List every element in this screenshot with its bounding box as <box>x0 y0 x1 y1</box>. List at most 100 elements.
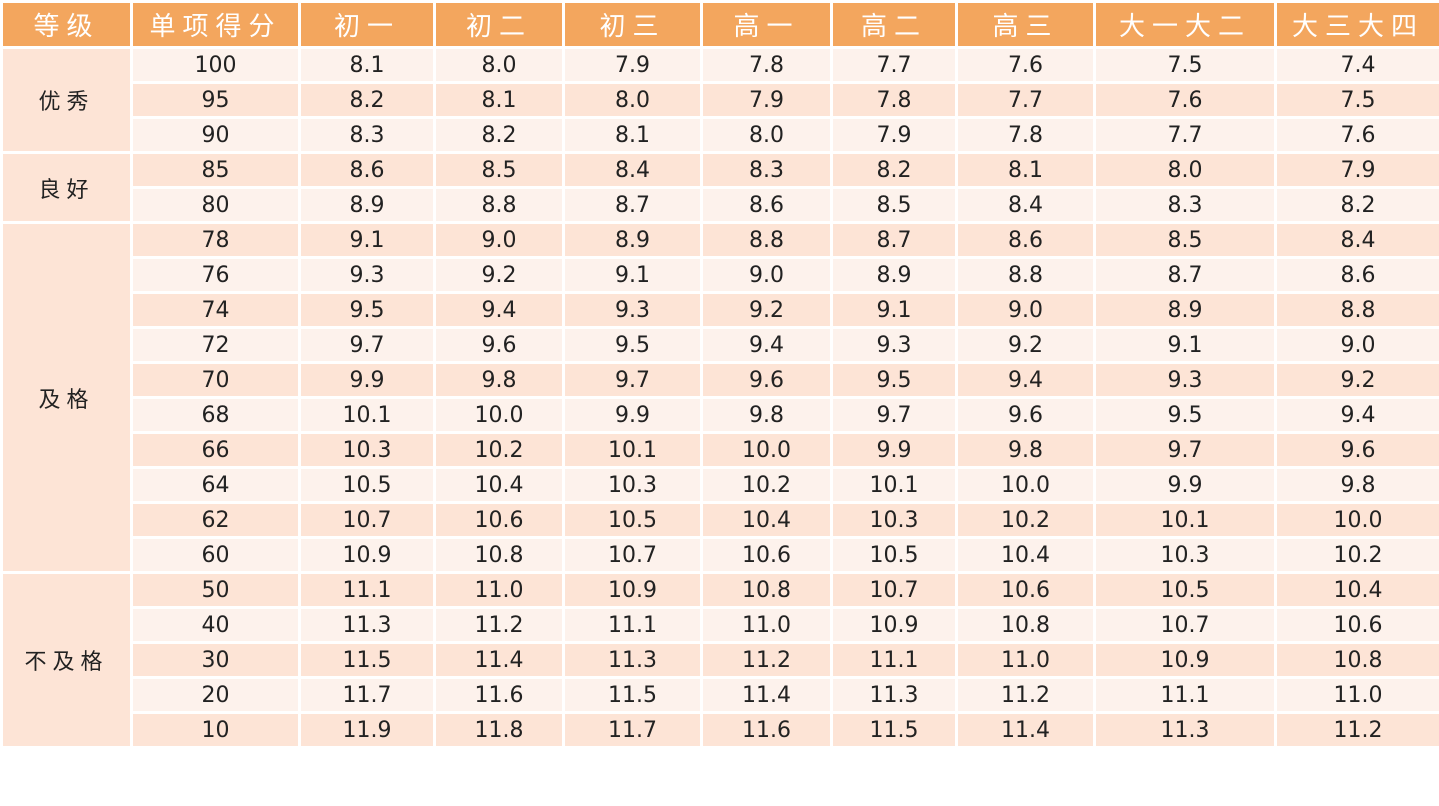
time-cell: 8.2 <box>433 116 565 154</box>
time-cell: 9.3 <box>830 326 958 364</box>
time-cell: 9.4 <box>955 361 1096 399</box>
time-cell: 8.8 <box>433 186 565 224</box>
time-cell: 8.6 <box>1274 256 1439 294</box>
time-cell: 10.7 <box>562 536 703 574</box>
time-cell: 10.3 <box>1093 536 1277 574</box>
time-cell: 11.2 <box>433 606 565 644</box>
score-cell: 100 <box>130 46 301 84</box>
column-header: 高一 <box>700 0 833 49</box>
score-cell: 40 <box>130 606 301 644</box>
time-cell: 10.4 <box>955 536 1096 574</box>
time-cell: 11.5 <box>562 676 703 714</box>
column-header: 高二 <box>830 0 958 49</box>
time-cell: 9.1 <box>1093 326 1277 364</box>
time-cell: 11.1 <box>1093 676 1277 714</box>
column-header: 初二 <box>433 0 565 49</box>
table-row: 良好 85 8.6 8.5 8.4 8.3 8.2 8.1 8.0 7.9 <box>0 151 1439 224</box>
time-cell: 9.6 <box>700 361 833 399</box>
time-cell: 11.4 <box>955 711 1096 749</box>
time-cell: 9.4 <box>433 291 565 329</box>
time-cell: 8.4 <box>562 151 703 189</box>
time-cell: 9.3 <box>1093 361 1277 399</box>
time-cell: 9.9 <box>298 361 436 399</box>
time-cell: 9.2 <box>700 291 833 329</box>
table-row: 66 10.3 10.2 10.1 10.0 9.9 9.8 9.7 9.6 <box>2 431 1439 469</box>
time-cell: 8.8 <box>1274 291 1439 329</box>
time-cell: 8.7 <box>830 221 958 259</box>
time-cell: 9.7 <box>830 396 958 434</box>
time-cell: 11.8 <box>433 711 565 749</box>
time-cell: 8.0 <box>1093 151 1277 189</box>
score-cell: 85 <box>130 151 301 189</box>
time-cell: 11.4 <box>700 676 833 714</box>
time-cell: 9.5 <box>830 361 958 399</box>
time-cell: 8.9 <box>298 186 436 224</box>
time-cell: 10.3 <box>562 466 703 504</box>
table-row: 20 11.7 11.6 11.5 11.4 11.3 11.2 11.1 11.0 <box>2 676 1439 714</box>
score-cell: 70 <box>130 361 301 399</box>
time-cell: 9.9 <box>1093 466 1277 504</box>
time-cell: 10.4 <box>433 466 565 504</box>
table-row: 76 9.3 9.2 9.1 9.0 8.9 8.8 8.7 8.6 <box>2 256 1439 294</box>
score-cell: 10 <box>130 711 301 749</box>
time-cell: 10.2 <box>955 501 1096 539</box>
time-cell: 9.4 <box>700 326 833 364</box>
time-cell: 8.6 <box>298 151 436 189</box>
time-cell: 9.8 <box>1274 466 1439 504</box>
column-header: 等级 <box>0 0 133 49</box>
column-header: 高三 <box>955 0 1096 49</box>
time-cell: 9.1 <box>562 256 703 294</box>
time-cell: 9.0 <box>433 221 565 259</box>
time-cell: 8.5 <box>1093 221 1277 259</box>
time-cell: 11.1 <box>298 571 436 609</box>
time-cell: 8.8 <box>700 221 833 259</box>
time-cell: 9.1 <box>298 221 436 259</box>
time-cell: 10.1 <box>562 431 703 469</box>
time-cell: 8.0 <box>700 116 833 154</box>
table-row: 及格 78 9.1 9.0 8.9 8.8 8.7 8.6 8.5 8.4 <box>0 221 1439 574</box>
time-cell: 10.8 <box>700 571 833 609</box>
time-cell: 9.7 <box>1093 431 1277 469</box>
time-cell: 8.5 <box>433 151 565 189</box>
time-cell: 10.5 <box>298 466 436 504</box>
time-cell: 9.2 <box>1274 361 1439 399</box>
score-cell: 30 <box>130 641 301 679</box>
grade-label: 良好 <box>0 151 133 224</box>
time-cell: 8.3 <box>700 151 833 189</box>
time-cell: 10.7 <box>830 571 958 609</box>
column-header: 初一 <box>298 0 436 49</box>
time-cell: 7.6 <box>1093 81 1277 119</box>
time-cell: 8.5 <box>830 186 958 224</box>
time-cell: 10.5 <box>830 536 958 574</box>
time-cell: 10.0 <box>433 396 565 434</box>
score-cell: 74 <box>130 291 301 329</box>
table-row: 60 10.9 10.8 10.7 10.6 10.5 10.4 10.3 10.2 <box>2 536 1439 574</box>
time-cell: 8.0 <box>562 81 703 119</box>
time-cell: 7.6 <box>1274 116 1439 154</box>
time-cell: 9.5 <box>562 326 703 364</box>
time-cell: 8.6 <box>955 221 1096 259</box>
time-cell: 7.4 <box>1274 46 1439 84</box>
score-cell: 62 <box>130 501 301 539</box>
time-cell: 9.6 <box>433 326 565 364</box>
column-header: 单项得分 <box>130 0 301 49</box>
column-header: 大一大二 <box>1093 0 1277 49</box>
time-cell: 11.2 <box>1274 711 1439 749</box>
time-cell: 8.2 <box>830 151 958 189</box>
time-cell: 8.7 <box>1093 256 1277 294</box>
time-cell: 7.5 <box>1093 46 1277 84</box>
time-cell: 9.7 <box>562 361 703 399</box>
time-cell: 11.2 <box>955 676 1096 714</box>
time-cell: 8.9 <box>830 256 958 294</box>
time-cell: 10.6 <box>1274 606 1439 644</box>
time-cell: 7.9 <box>700 81 833 119</box>
score-cell: 78 <box>130 221 301 259</box>
time-cell: 11.0 <box>1274 676 1439 714</box>
table-row: 40 11.3 11.2 11.1 11.0 10.9 10.8 10.7 10.6 <box>2 606 1439 644</box>
table-row: 74 9.5 9.4 9.3 9.2 9.1 9.0 8.9 8.8 <box>2 291 1439 329</box>
time-cell: 10.2 <box>433 431 565 469</box>
score-cell: 90 <box>130 116 301 154</box>
score-cell: 60 <box>130 536 301 574</box>
grade-label: 不及格 <box>0 571 133 749</box>
time-cell: 7.9 <box>1274 151 1439 189</box>
